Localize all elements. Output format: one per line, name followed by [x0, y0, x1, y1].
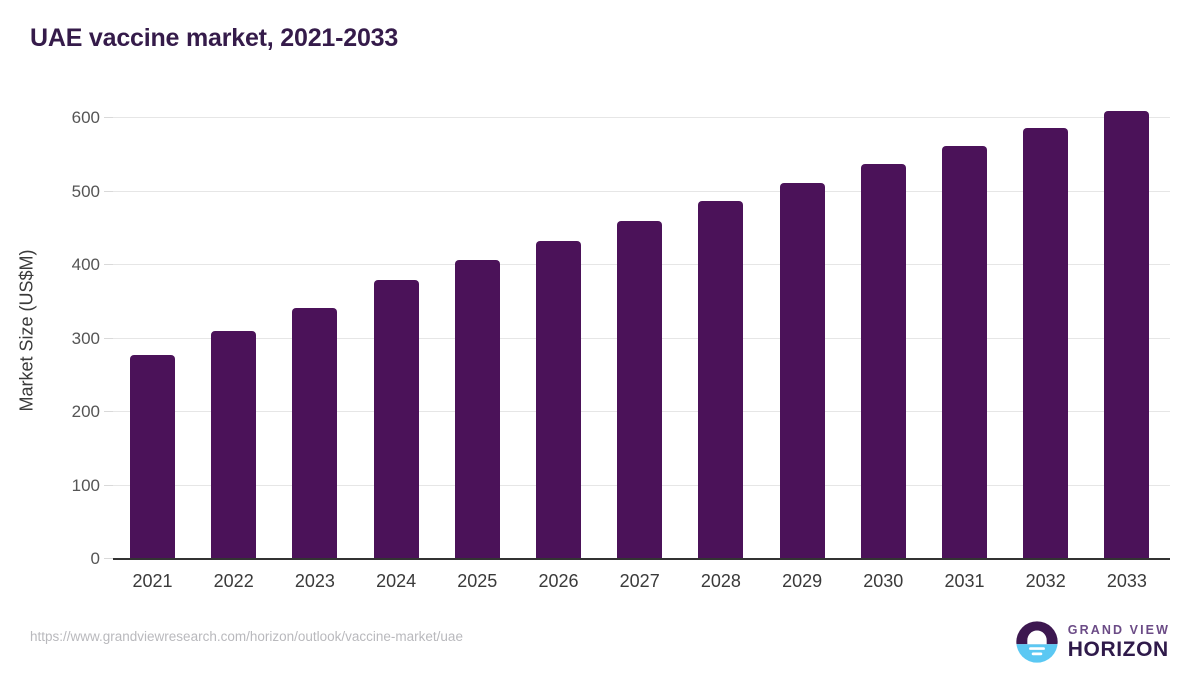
bar-group [211, 111, 257, 559]
x-tick-label: 2028 [700, 571, 741, 591]
x-tick-label: 2023 [294, 571, 335, 591]
y-tick-mark [104, 190, 113, 192]
bar[interactable] [860, 164, 906, 559]
bar-group [779, 111, 825, 559]
bar[interactable] [942, 145, 987, 559]
y-tick-mark [104, 411, 113, 412]
y-axis-tick-marks [104, 0, 113, 675]
y-tick-mark [104, 484, 113, 486]
y-tick-label: 500 [71, 181, 100, 201]
x-tick-label: 2025 [457, 571, 498, 591]
gridline [113, 117, 1170, 118]
source-url[interactable]: https://www.grandviewresearch.com/horizo… [30, 629, 463, 644]
bar-group [942, 111, 987, 559]
bar-group [860, 111, 906, 559]
bar[interactable] [373, 279, 419, 559]
logo-text-horizon: HORIZON [1067, 638, 1169, 662]
x-tick-label: 2032 [1025, 571, 1066, 591]
y-tick-mark [104, 264, 113, 265]
x-tick-label: 2027 [619, 571, 660, 591]
bar-group [617, 111, 663, 559]
bar[interactable] [1104, 111, 1150, 559]
horizon-sun-circle-icon [1016, 621, 1058, 663]
bar[interactable] [1023, 127, 1069, 559]
bar-group [698, 111, 744, 559]
bar[interactable] [130, 354, 175, 559]
y-tick-label: 0 [90, 549, 100, 568]
bar[interactable] [211, 331, 257, 559]
bar-group [1023, 111, 1069, 559]
bar-group [454, 111, 500, 559]
bar[interactable] [454, 259, 500, 559]
bar[interactable] [698, 201, 744, 559]
y-tick-label: 300 [71, 328, 100, 348]
y-tick-label: 400 [71, 255, 100, 274]
bar-group [536, 111, 581, 559]
brand-logo[interactable]: GRAND VIEW HORIZON [1015, 620, 1170, 664]
y-axis-tick-labels: 0 100 200 300 400 500 600 [28, 0, 100, 675]
bar-group [130, 111, 175, 559]
x-axis-line [113, 558, 1170, 560]
bar[interactable] [536, 240, 581, 559]
page-title: UAE vaccine market, 2021-2033 [30, 24, 399, 52]
bar-group [1104, 111, 1150, 559]
bar[interactable] [292, 307, 338, 559]
y-tick-label: 200 [71, 402, 100, 421]
x-tick-label: 2021 [132, 571, 173, 591]
bar-group [292, 111, 338, 559]
x-tick-label: 2029 [782, 571, 823, 591]
x-tick-label: 2033 [1106, 571, 1147, 591]
logo-text-grand-view: GRAND VIEW [1067, 622, 1170, 637]
bar[interactable] [779, 182, 825, 559]
bar[interactable] [617, 220, 663, 559]
y-tick-label: 100 [71, 475, 100, 495]
y-tick-mark [104, 558, 113, 559]
y-tick-label: 600 [71, 108, 100, 127]
x-tick-label: 2031 [944, 571, 985, 591]
x-tick-label: 2026 [538, 571, 579, 591]
y-tick-mark [104, 117, 113, 118]
x-tick-label: 2022 [213, 571, 254, 591]
gridline [113, 190, 1170, 192]
logo-text: GRAND VIEW HORIZON [1068, 624, 1170, 661]
x-tick-label: 2030 [863, 571, 904, 591]
plot-area [113, 110, 1170, 559]
y-tick-mark [104, 337, 113, 339]
x-tick-label: 2024 [376, 571, 417, 591]
bar-group [373, 111, 419, 559]
